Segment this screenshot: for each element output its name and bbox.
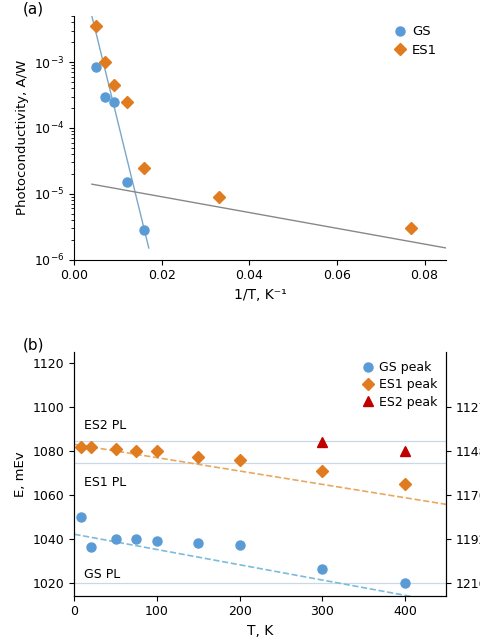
Line: GS: GS [92, 62, 149, 234]
GS [102, 93, 108, 100]
Y-axis label: Photoconductivity, A/W: Photoconductivity, A/W [16, 61, 29, 216]
GS [94, 63, 99, 71]
Text: GS PL: GS PL [84, 568, 120, 581]
Text: ES2 PL: ES2 PL [84, 419, 127, 432]
X-axis label: 1/T, K⁻¹: 1/T, K⁻¹ [234, 288, 287, 302]
ES1 [142, 164, 147, 171]
Text: (b): (b) [22, 337, 44, 353]
Legend: GS peak, ES1 peak, ES2 peak: GS peak, ES1 peak, ES2 peak [357, 356, 443, 413]
ES1 [408, 224, 414, 232]
GS peak [78, 513, 84, 520]
Line: ES1: ES1 [92, 22, 416, 232]
ES1 peak [320, 467, 325, 475]
GS [111, 98, 117, 106]
GS peak [195, 539, 201, 547]
ES1 [124, 98, 130, 106]
ES1 [216, 193, 222, 201]
Line: ES1 peak: ES1 peak [76, 442, 409, 488]
GS peak [154, 537, 160, 545]
Legend: GS, ES1: GS, ES1 [388, 20, 443, 62]
GS peak [88, 544, 94, 551]
ES1 [111, 81, 117, 89]
ES1 peak [113, 445, 119, 453]
Line: GS peak: GS peak [76, 512, 409, 587]
ES1 peak [237, 456, 242, 464]
GS peak [402, 579, 408, 587]
GS peak [237, 542, 242, 549]
GS peak [113, 535, 119, 542]
GS [142, 226, 147, 234]
X-axis label: T, K: T, K [247, 624, 274, 638]
ES1 [102, 58, 108, 66]
Text: (a): (a) [22, 2, 44, 17]
ES1 peak [88, 442, 94, 450]
ES1 peak [133, 447, 139, 455]
ES1 peak [402, 480, 408, 488]
ES1 peak [78, 442, 84, 450]
GS [124, 178, 130, 186]
ES2 peak [320, 439, 325, 446]
GS peak [320, 565, 325, 573]
ES1 peak [154, 447, 160, 455]
ES1 [94, 23, 99, 30]
ES2 peak [402, 447, 408, 455]
ES1 peak [195, 453, 201, 461]
GS peak [133, 535, 139, 542]
Text: ES1 PL: ES1 PL [84, 476, 127, 489]
Y-axis label: E, mEv: E, mEv [14, 451, 27, 497]
Line: ES2 peak: ES2 peak [318, 437, 410, 456]
